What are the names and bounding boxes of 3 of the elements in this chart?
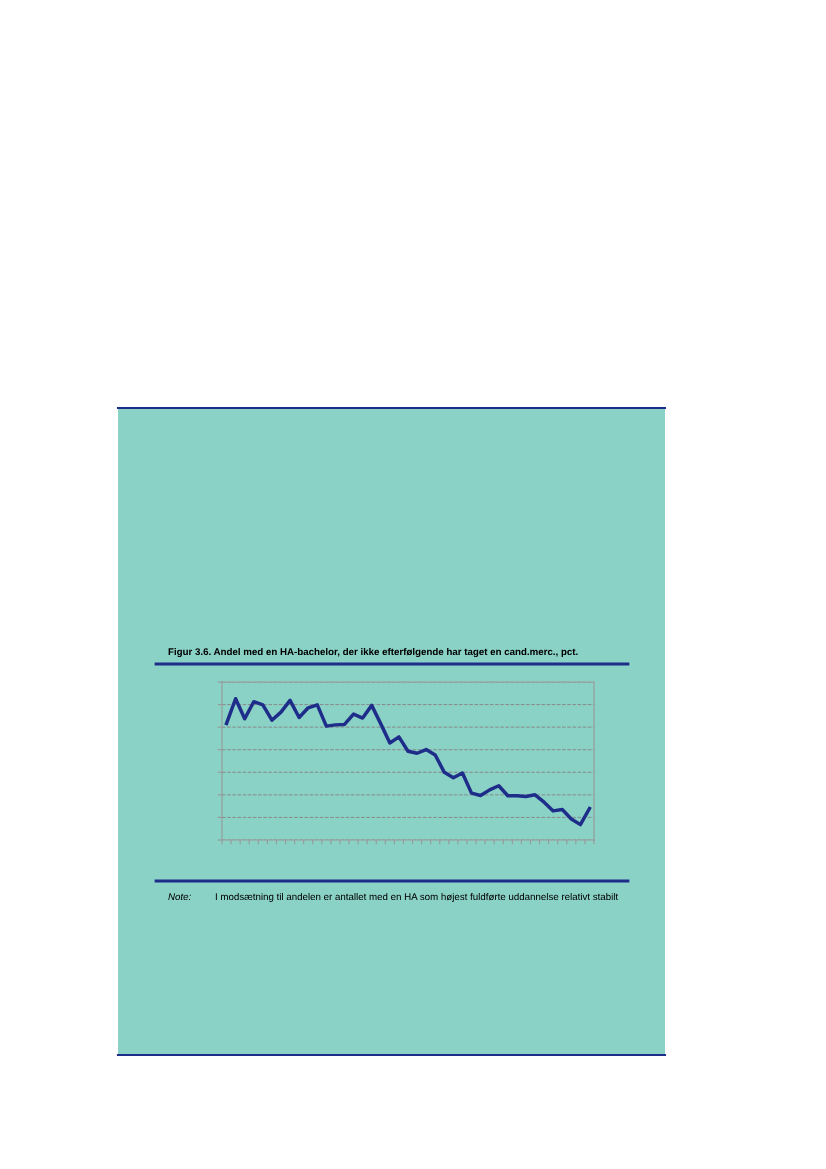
text: I modsætning til andelen er antallet med en HA som højest fuldførte uddannelse relativt stabilt: [215, 892, 619, 903]
text: Note:: [168, 893, 191, 901]
chart-title: Figur 3.6. Andel med en HA-bachelor, der ikke efterfølgende har taget en cand.merc., pct.: [168, 647, 578, 658]
